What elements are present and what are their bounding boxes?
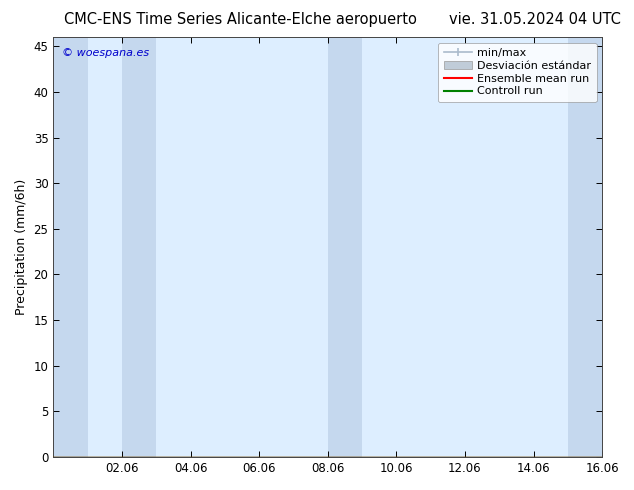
- Bar: [122, 37, 156, 457]
- Bar: [53, 37, 87, 457]
- Text: vie. 31.05.2024 04 UTC: vie. 31.05.2024 04 UTC: [450, 12, 621, 27]
- Y-axis label: Precipitation (mm/6h): Precipitation (mm/6h): [15, 179, 28, 315]
- Bar: [568, 37, 602, 457]
- Text: CMC-ENS Time Series Alicante-Elche aeropuerto: CMC-ENS Time Series Alicante-Elche aerop…: [65, 12, 417, 27]
- Legend: min/max, Desviación estándar, Ensemble mean run, Controll run: min/max, Desviación estándar, Ensemble m…: [438, 43, 597, 102]
- Bar: [328, 37, 362, 457]
- Text: © woespana.es: © woespana.es: [61, 48, 148, 57]
